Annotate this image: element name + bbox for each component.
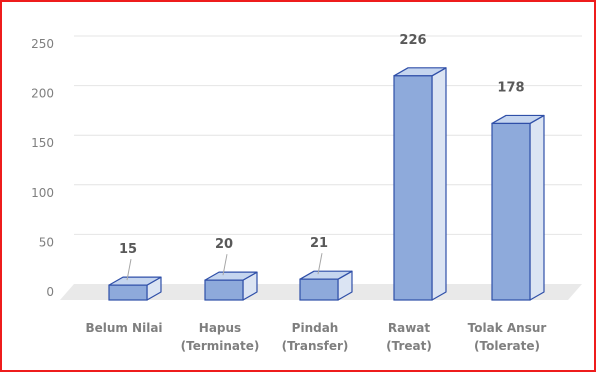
bar-front-face: [300, 279, 338, 300]
y-axis-ticks: 0 50 100 150 200 250: [31, 37, 54, 299]
category-label: Tolak Ansur (Tolerate): [468, 321, 547, 353]
category-label-line: (Transfer): [282, 339, 349, 353]
data-labels: 15 20 21 226 178: [119, 33, 525, 257]
category-label-line: (Tolerate): [474, 339, 540, 353]
category-label-line: (Terminate): [181, 339, 260, 353]
y-tick-label: 200: [31, 87, 54, 101]
data-label: 20: [215, 237, 233, 252]
data-label: 178: [497, 80, 524, 95]
bar-front-face: [109, 285, 147, 300]
category-label: Hapus (Terminate): [181, 321, 260, 353]
category-label: Belum Nilai: [85, 321, 162, 335]
x-axis-categories: Belum Nilai Hapus (Terminate) Pindah (Transf…: [85, 321, 546, 353]
category-label: Rawat (Treat): [386, 321, 432, 353]
category-label: Pindah (Transfer): [282, 321, 349, 353]
y-tick-label: 0: [46, 285, 54, 299]
category-label-line: Pindah: [292, 321, 339, 335]
category-label-line: Hapus: [199, 321, 241, 335]
data-label: 226: [399, 33, 426, 48]
bars: [109, 68, 544, 300]
category-label-line: Tolak Ansur: [468, 321, 547, 335]
category-label-line: (Treat): [386, 339, 432, 353]
y-tick-label: 150: [31, 136, 54, 150]
y-tick-label: 250: [31, 37, 54, 51]
data-label: 15: [119, 242, 137, 257]
data-label: 21: [310, 236, 328, 251]
bar: [109, 277, 161, 300]
bar-front-face: [492, 123, 530, 300]
bar: [492, 115, 544, 300]
category-label-line: Rawat: [388, 321, 431, 335]
bar-side-face: [432, 68, 446, 300]
bar-front-face: [394, 76, 432, 300]
y-tick-label: 50: [39, 235, 54, 249]
bar: [205, 272, 257, 300]
bar: [394, 68, 446, 300]
bar-front-face: [205, 280, 243, 300]
bar: [300, 271, 352, 300]
bar-side-face: [530, 115, 544, 300]
category-label-line: Belum Nilai: [85, 321, 162, 335]
y-tick-label: 100: [31, 186, 54, 200]
